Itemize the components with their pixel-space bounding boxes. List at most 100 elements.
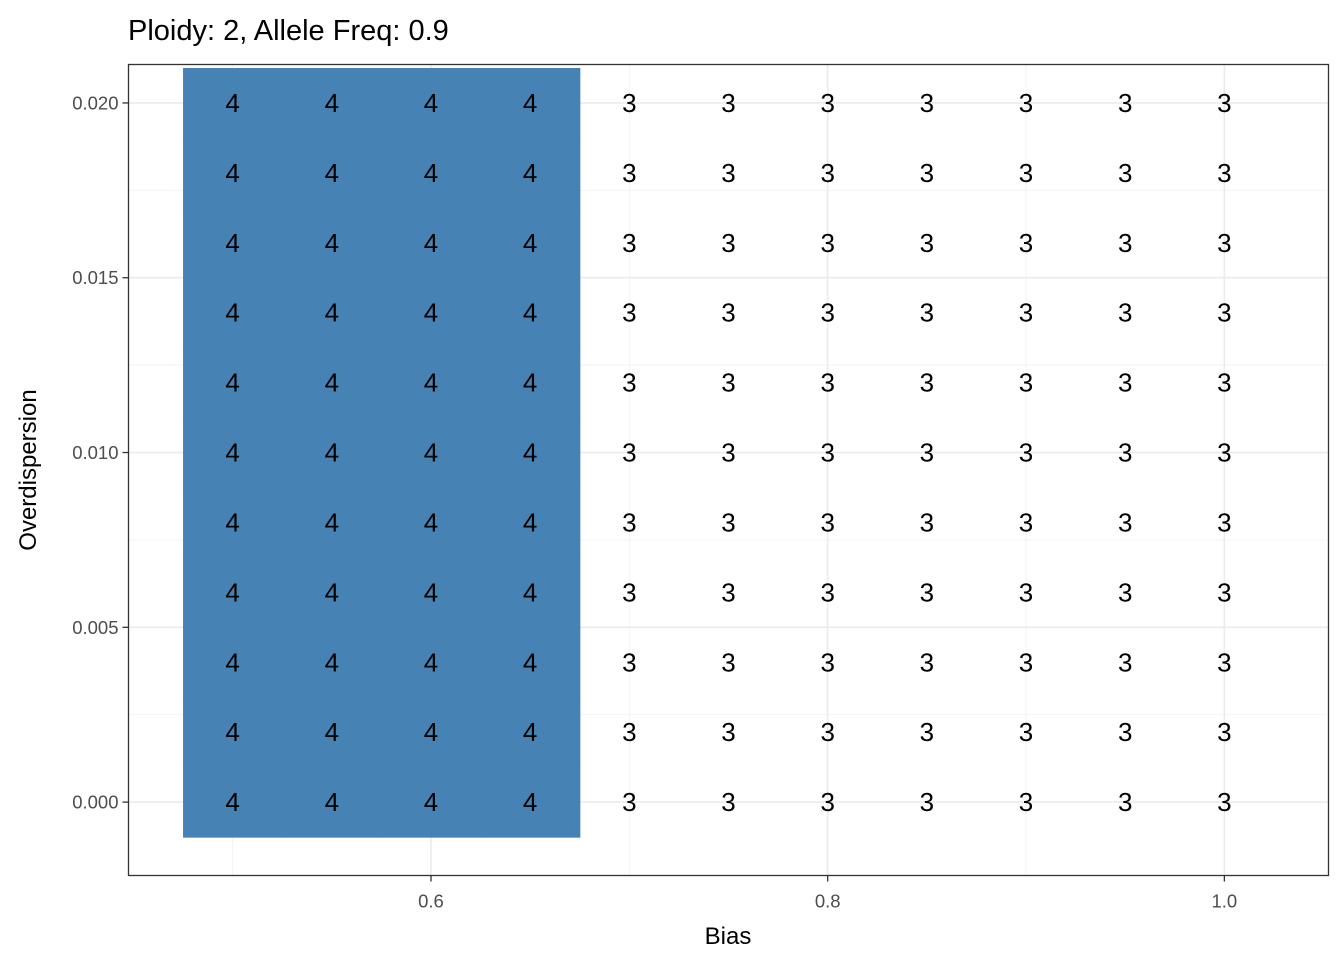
cell-value-label: 3 bbox=[622, 438, 636, 468]
cell-value-label: 3 bbox=[1019, 507, 1033, 537]
cell-value-label: 4 bbox=[424, 228, 438, 258]
cell-value-label: 3 bbox=[721, 647, 735, 677]
cell-value-label: 3 bbox=[622, 158, 636, 188]
cell-value-label: 4 bbox=[523, 298, 537, 328]
heatmap-cell bbox=[282, 487, 382, 558]
heatmap-cell bbox=[282, 417, 382, 489]
cell-value-label: 3 bbox=[1019, 787, 1033, 817]
cell-value-label: 3 bbox=[820, 577, 834, 607]
cell-value-label: 4 bbox=[325, 647, 339, 677]
cell-value-label: 4 bbox=[523, 438, 537, 468]
cell-value-label: 3 bbox=[721, 438, 735, 468]
x-axis: 0.6 0.8 1.0 bbox=[418, 875, 1238, 912]
cell-value-label: 3 bbox=[1217, 787, 1231, 817]
cell-value-label: 4 bbox=[424, 647, 438, 677]
cell-value-label: 3 bbox=[920, 717, 934, 747]
cell-value-label: 4 bbox=[325, 577, 339, 607]
cell-value-label: 3 bbox=[1118, 787, 1132, 817]
cell-value-label: 4 bbox=[225, 438, 239, 468]
cell-value-label: 3 bbox=[721, 298, 735, 328]
cell-value-label: 4 bbox=[325, 158, 339, 188]
cell-value-label: 3 bbox=[721, 158, 735, 188]
cell-value-label: 3 bbox=[1019, 717, 1033, 747]
y-tick-label: 0.015 bbox=[72, 267, 118, 288]
cell-value-label: 3 bbox=[622, 298, 636, 328]
cell-value-label: 3 bbox=[1118, 368, 1132, 398]
heatmap-cell bbox=[282, 67, 382, 139]
cell-value-label: 4 bbox=[424, 298, 438, 328]
cell-value-label: 3 bbox=[920, 158, 934, 188]
heatmap-cell bbox=[381, 697, 482, 768]
cell-value-label: 3 bbox=[721, 88, 735, 118]
cell-value-label: 3 bbox=[820, 647, 834, 677]
cell-value-label: 3 bbox=[1019, 368, 1033, 398]
heatmap-cell bbox=[282, 767, 382, 838]
cell-value-label: 3 bbox=[920, 298, 934, 328]
heatmap-cell bbox=[282, 627, 382, 698]
y-tick-label: 0.000 bbox=[72, 792, 118, 813]
cell-value-label: 3 bbox=[1118, 438, 1132, 468]
cell-value-label: 3 bbox=[1217, 647, 1231, 677]
cell-value-label: 3 bbox=[721, 787, 735, 817]
heatmap-cell bbox=[480, 417, 581, 489]
y-axis: 0.000 0.005 0.010 0.015 0.020 bbox=[72, 92, 129, 813]
heatmap-cell bbox=[183, 697, 283, 768]
cell-value-label: 3 bbox=[622, 507, 636, 537]
cell-value-label: 3 bbox=[920, 438, 934, 468]
heatmap-cell bbox=[183, 557, 283, 628]
x-tick-label: 0.6 bbox=[418, 891, 444, 912]
cell-value-label: 3 bbox=[920, 787, 934, 817]
cell-value-label: 3 bbox=[1217, 158, 1231, 188]
y-tick-label: 0.005 bbox=[72, 617, 118, 638]
cell-value-label: 3 bbox=[1217, 507, 1231, 537]
heatmap-cell bbox=[381, 207, 482, 279]
y-tick-label: 0.020 bbox=[72, 92, 118, 113]
cell-value-label: 4 bbox=[523, 88, 537, 118]
heatmap-cell bbox=[183, 767, 283, 838]
cell-value-label: 4 bbox=[225, 228, 239, 258]
heatmap-cell bbox=[480, 627, 581, 698]
heatmap-cell bbox=[183, 207, 283, 279]
cell-value-label: 3 bbox=[820, 438, 834, 468]
cell-value-label: 3 bbox=[920, 507, 934, 537]
cell-value-label: 4 bbox=[523, 158, 537, 188]
cell-value-label: 4 bbox=[424, 158, 438, 188]
heatmap-cell bbox=[480, 767, 581, 838]
cell-value-label: 4 bbox=[424, 438, 438, 468]
cell-value-label: 4 bbox=[523, 368, 537, 398]
heatmap-cell bbox=[381, 557, 482, 628]
heatmap-cell bbox=[381, 277, 482, 349]
x-tick-label: 0.8 bbox=[815, 891, 841, 912]
heatmap-cell bbox=[480, 277, 581, 349]
cell-value-label: 4 bbox=[523, 647, 537, 677]
cell-value-label: 4 bbox=[424, 507, 438, 537]
cell-value-label: 4 bbox=[225, 787, 239, 817]
cell-value-label: 3 bbox=[1118, 717, 1132, 747]
heatmap-cell bbox=[183, 627, 283, 698]
cell-value-label: 4 bbox=[225, 507, 239, 537]
cell-value-label: 3 bbox=[622, 88, 636, 118]
heatmap-cell bbox=[480, 67, 581, 139]
cell-value-label: 3 bbox=[1118, 88, 1132, 118]
cell-value-label: 4 bbox=[523, 577, 537, 607]
heatmap-cell bbox=[183, 67, 283, 139]
cell-value-label: 4 bbox=[325, 228, 339, 258]
heatmap-cell bbox=[480, 487, 581, 558]
heatmap-cell bbox=[480, 557, 581, 628]
cell-value-label: 3 bbox=[622, 647, 636, 677]
cell-value-label: 4 bbox=[325, 438, 339, 468]
cell-value-label: 3 bbox=[622, 717, 636, 747]
cell-value-label: 3 bbox=[1217, 298, 1231, 328]
heatmap-cell bbox=[282, 137, 382, 209]
cell-value-label: 3 bbox=[820, 717, 834, 747]
cell-value-label: 3 bbox=[1217, 88, 1231, 118]
x-tick-label: 1.0 bbox=[1212, 891, 1238, 912]
cell-value-label: 3 bbox=[820, 88, 834, 118]
cell-value-label: 3 bbox=[1118, 158, 1132, 188]
cell-value-label: 3 bbox=[1217, 368, 1231, 398]
cell-value-label: 4 bbox=[424, 88, 438, 118]
cell-value-label: 4 bbox=[523, 228, 537, 258]
cell-value-label: 4 bbox=[424, 717, 438, 747]
y-axis-title: Overdispersion bbox=[15, 389, 42, 550]
